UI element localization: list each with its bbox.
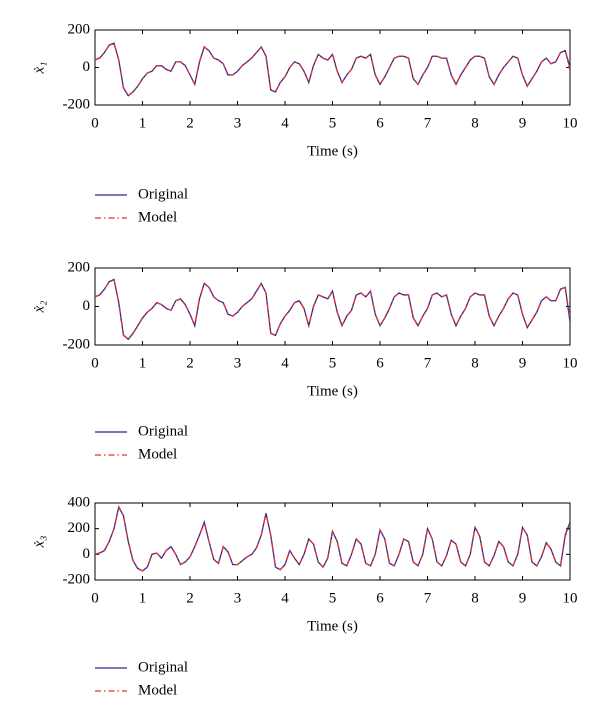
- series-line: [95, 505, 570, 572]
- x-tick-label: 6: [376, 355, 384, 371]
- legend-label: Model: [138, 682, 177, 698]
- x-tick-label: 6: [376, 590, 384, 606]
- legend-label: Original: [138, 423, 188, 439]
- x-tick-label: 0: [91, 355, 99, 371]
- y-axis-label: ẋ₂: [31, 301, 47, 314]
- x-tick-label: 5: [329, 355, 337, 371]
- y-tick-label: 200: [68, 259, 91, 275]
- series-line: [95, 504, 570, 572]
- x-tick-label: 2: [186, 115, 194, 131]
- x-tick-label: 2: [186, 590, 194, 606]
- y-tick-label: 0: [83, 546, 91, 562]
- x-tick-label: 0: [91, 115, 99, 131]
- x-tick-label: 4: [281, 590, 289, 606]
- x-tick-label: 2: [186, 355, 194, 371]
- x-tick-label: 7: [424, 590, 432, 606]
- plot-frame: [94, 267, 571, 346]
- x-tick-label: 10: [563, 355, 578, 371]
- x-tick-label: 8: [471, 115, 479, 131]
- y-tick-label: 0: [83, 298, 91, 314]
- x-tick-label: 4: [281, 355, 289, 371]
- x-tick-label: 9: [519, 115, 527, 131]
- x-tick-label: 9: [519, 590, 527, 606]
- x-tick-label: 0: [91, 590, 99, 606]
- x-axis-label: Time (s): [307, 618, 358, 634]
- y-tick-label: 0: [83, 59, 91, 75]
- x-axis-label: Time (s): [307, 143, 358, 159]
- y-tick-label: -200: [63, 571, 91, 587]
- series-line: [95, 279, 570, 341]
- series-line: [95, 42, 570, 97]
- y-tick-label: 200: [68, 520, 91, 536]
- x-tick-label: 10: [563, 115, 578, 131]
- legend-label: Model: [138, 446, 177, 462]
- x-tick-label: 7: [424, 355, 432, 371]
- x-tick-label: 3: [234, 355, 242, 371]
- x-tick-label: 1: [139, 355, 147, 371]
- series-line: [95, 42, 570, 97]
- x-tick-label: 8: [471, 590, 479, 606]
- x-tick-label: 6: [376, 115, 384, 131]
- x-tick-label: 1: [139, 590, 147, 606]
- x-tick-label: 1: [139, 115, 147, 131]
- x-axis-label: Time (s): [307, 383, 358, 399]
- legend-label: Original: [138, 186, 188, 202]
- plot-frame: [94, 29, 571, 106]
- y-tick-label: -200: [63, 96, 91, 112]
- y-tick-label: -200: [63, 336, 91, 352]
- x-tick-label: 9: [519, 355, 527, 371]
- x-tick-label: 8: [471, 355, 479, 371]
- y-axis-label: ẋ₁: [31, 62, 47, 75]
- legend-label: Original: [138, 659, 188, 675]
- x-tick-label: 3: [234, 590, 242, 606]
- y-tick-label: 400: [68, 494, 91, 510]
- x-tick-label: 10: [563, 590, 578, 606]
- x-tick-label: 5: [329, 115, 337, 131]
- y-tick-label: 200: [68, 21, 91, 37]
- x-tick-label: 7: [424, 115, 432, 131]
- series-line: [95, 278, 570, 341]
- legend-label: Model: [138, 209, 177, 225]
- x-tick-label: 5: [329, 590, 337, 606]
- x-tick-label: 4: [281, 115, 289, 131]
- x-tick-label: 3: [234, 115, 242, 131]
- y-axis-label: ẋ₃: [31, 536, 47, 549]
